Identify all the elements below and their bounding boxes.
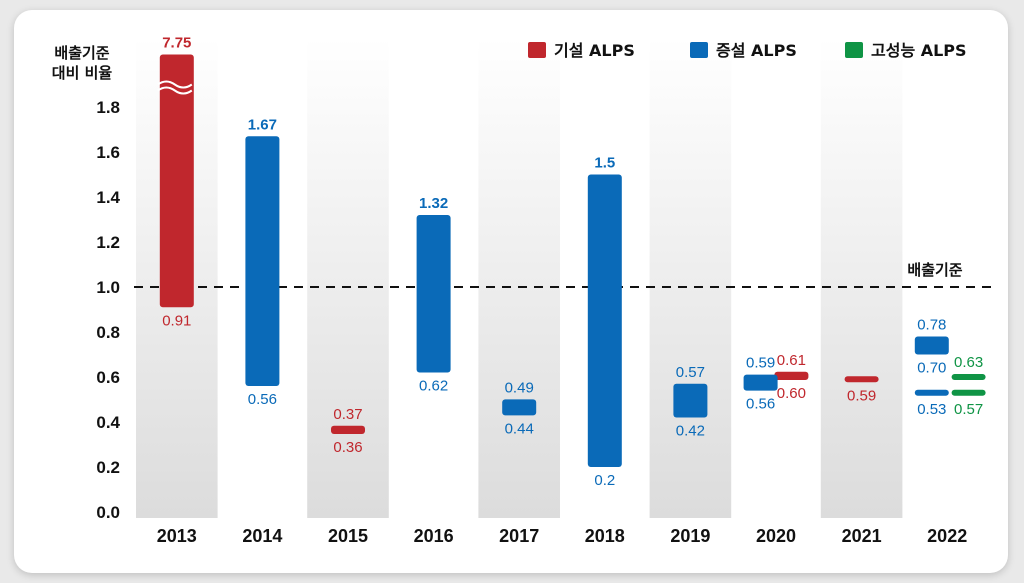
data-label-high: 1.32 [419,195,448,212]
category-bands [136,38,903,518]
range-bar-2019 [673,383,708,418]
data-label-low: 0.57 [954,401,983,418]
reference-line-label: 배출기준 [907,261,962,279]
x-tick-label: 2019 [670,526,710,546]
axis-break-mark [157,80,193,89]
data-label-low: 0.91 [162,312,191,329]
x-tick-label: 2020 [756,526,796,546]
category-band [649,38,732,518]
y-tick-label: 1.6 [96,143,120,162]
data-label-high: 1.67 [248,116,277,133]
data-label-high: 0.63 [954,354,983,371]
y-tick-label: 0.2 [96,458,120,477]
data-label-low: 0.56 [746,396,775,413]
range-bar-2017 [502,399,537,416]
data-label-low: 0.42 [676,423,705,440]
x-tick-label: 2013 [157,526,197,546]
data-label-low: 0.60 [777,385,806,402]
category-band [478,38,560,518]
data-label-high: 0.59 [746,355,775,372]
data-label-high: 0.57 [676,364,705,381]
y-tick-label: 1.0 [96,278,120,297]
x-tick-label: 2018 [585,526,625,546]
data-label-low: 0.70 [917,360,946,377]
data-label-low: 0.44 [505,420,534,437]
y-axis-title: 대비 비율 [52,64,113,82]
y-tick-label: 0.0 [96,503,120,522]
legend-swatch [528,42,546,58]
range-bar-2015 [331,425,365,434]
range-bar-2016 [416,215,451,373]
range-bar-2020 [774,371,809,380]
legend-label: 기설 ALPS [554,41,635,60]
data-label-low: 0.56 [248,391,277,408]
range-bar-2013 [159,54,194,308]
data-label-high: 0.78 [917,317,946,334]
data-label-high: 0.49 [505,379,534,396]
data-label-low: 0.36 [333,439,362,456]
range-bar-2020 [743,374,778,391]
legend-swatch [690,42,708,58]
x-tick-label: 2016 [414,526,454,546]
data-label-high: 0.37 [333,406,362,423]
range-bar-2022 [914,389,949,396]
y-tick-label: 1.8 [96,98,120,117]
category-band [820,38,903,518]
legend-swatch [845,42,863,58]
axis-break-mark [157,86,193,95]
y-tick-label: 0.4 [96,413,120,432]
category-band [307,38,389,518]
x-tick-label: 2014 [242,526,282,546]
legend: 기설 ALPS 증설 ALPS 고성능 ALPS [528,41,967,60]
y-tick-label: 0.6 [96,368,120,387]
legend-label: 증설 ALPS [716,41,797,60]
y-tick-label: 1.4 [96,188,120,207]
data-label-low: 0.2 [594,472,615,489]
y-tick-label: 0.8 [96,323,120,342]
legend-label: 고성능 ALPS [871,41,967,60]
data-label-high: 7.75 [162,35,191,52]
x-tick-label: 2015 [328,526,368,546]
range-bar-2022 [914,336,949,355]
range-bar-2022 [951,389,986,396]
range-bar-2021 [844,376,879,383]
data-label-low: 0.53 [917,401,946,418]
data-label-high: 0.61 [777,352,806,369]
x-tick-label: 2021 [842,526,882,546]
range-bar-2022 [951,374,986,380]
y-tick-label: 1.2 [96,233,120,252]
data-label-high: 1.5 [594,155,615,172]
data-label-low: 0.62 [419,378,448,395]
y-axis-title: 배출기준 [54,44,109,62]
data-label-low: 0.59 [847,387,876,404]
x-tick-label: 2022 [927,526,967,546]
x-axis: 2013 2014 2015 2016 2017 2018 2019 2020 2021 2022 [157,526,967,546]
data-marks: 7.750.910.370.360.610.60 0.591.670.561.32… [157,35,986,489]
range-bar-2014 [245,136,280,386]
range-bar-2018 [587,174,622,467]
x-tick-label: 2017 [499,526,539,546]
